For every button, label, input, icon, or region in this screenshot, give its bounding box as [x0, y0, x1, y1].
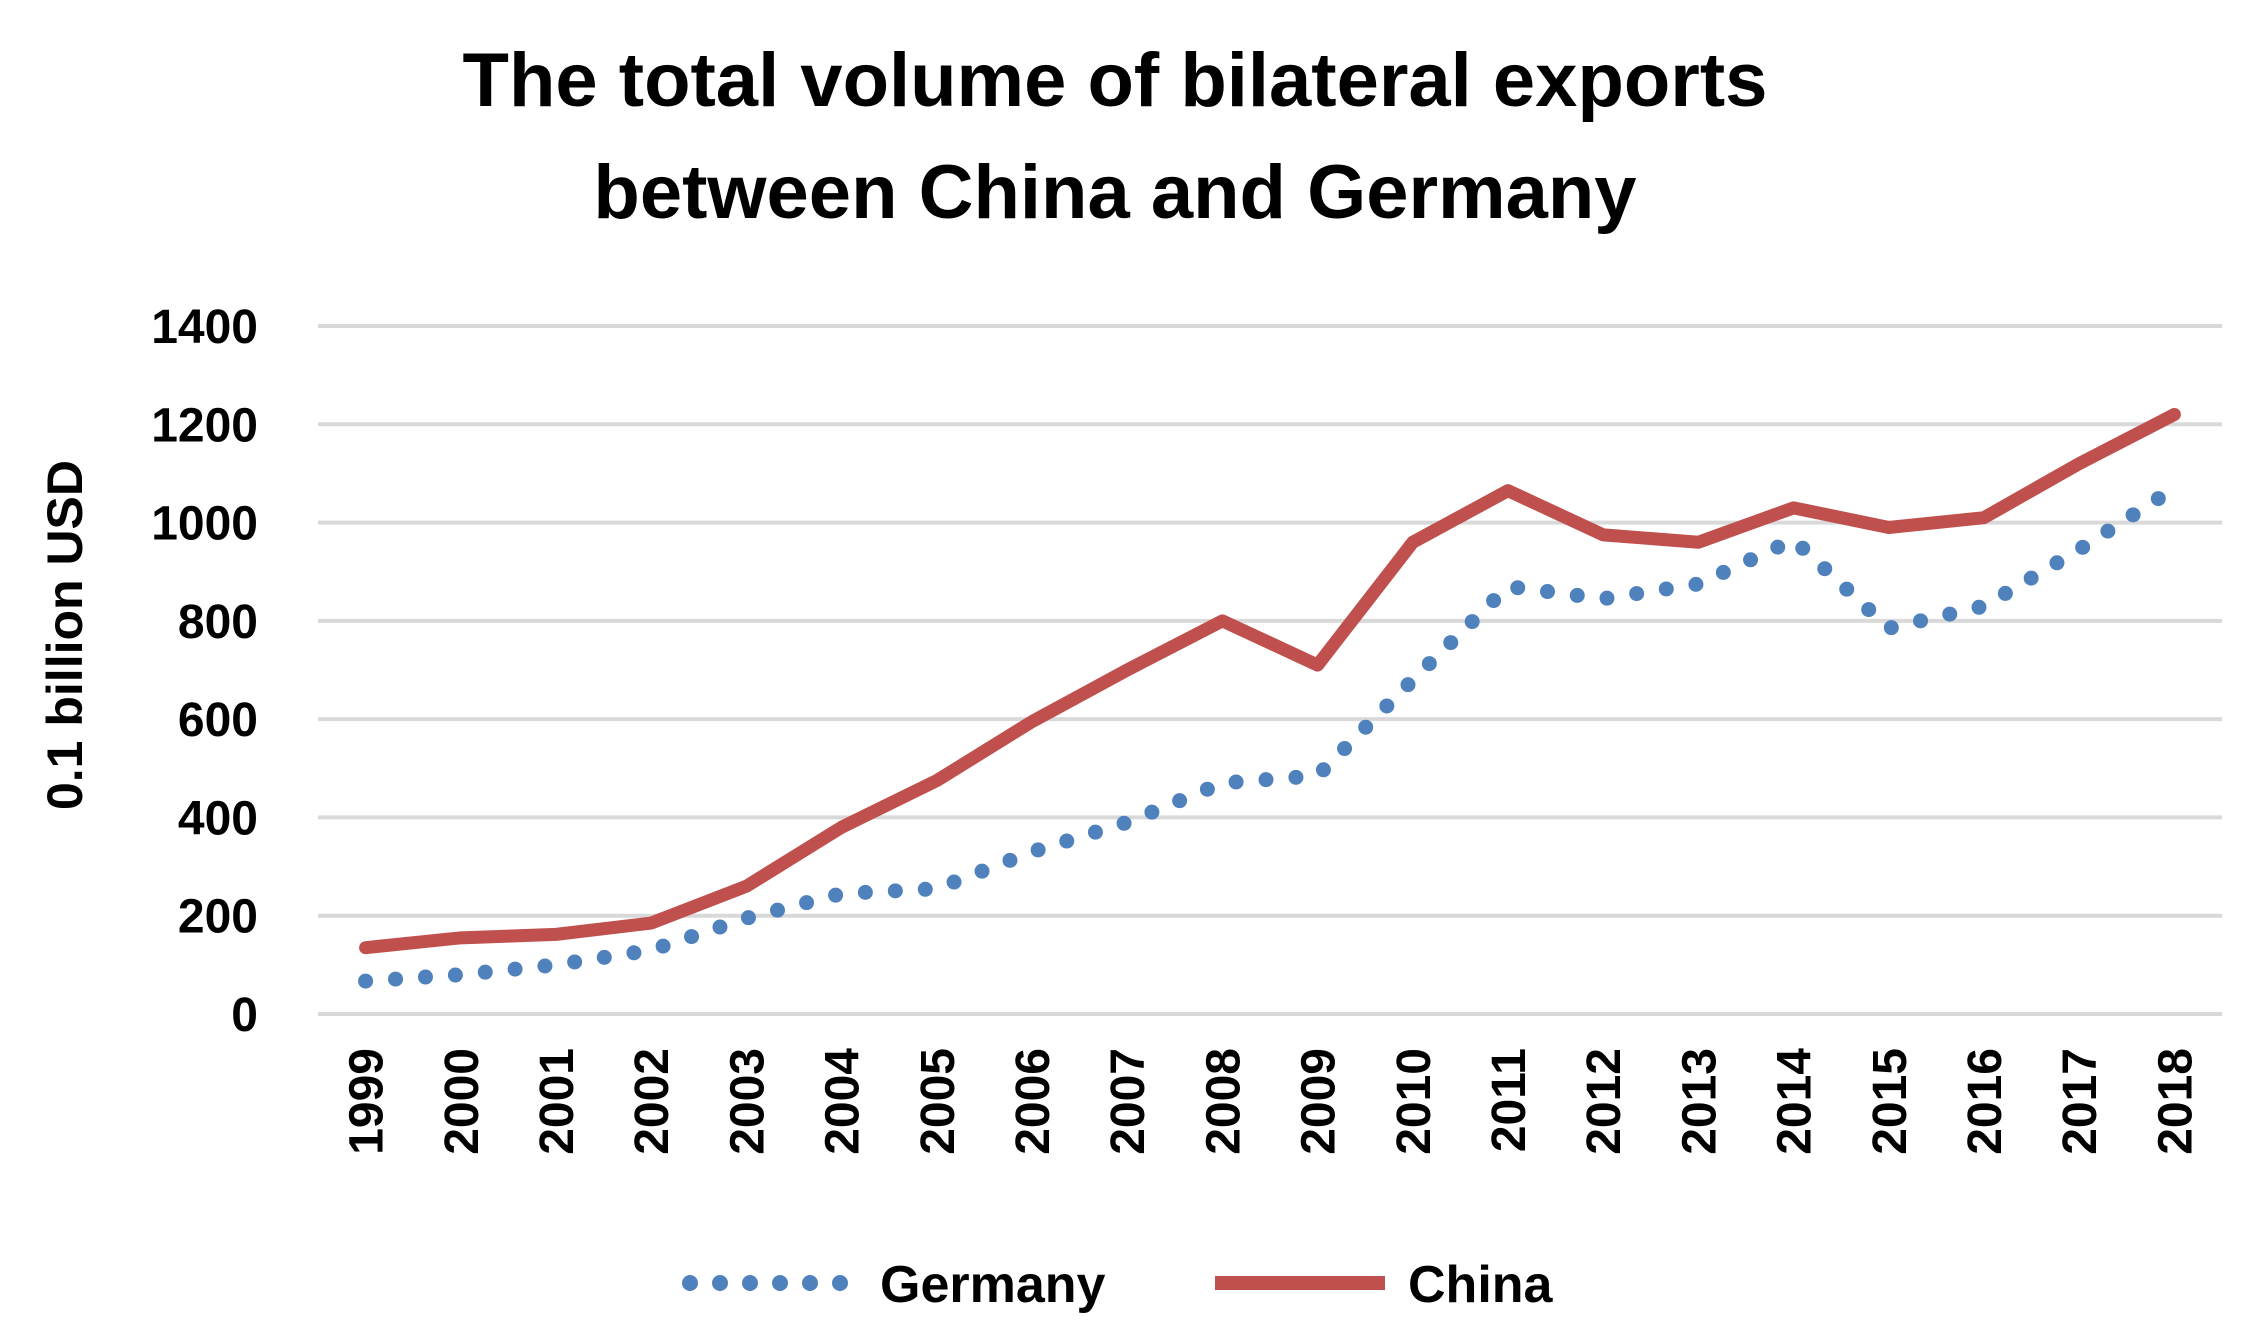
chart-title-line-2: between China and Germany [593, 150, 1636, 235]
x-tick-label: 2014 [1769, 1048, 1822, 1155]
series-germany-point-2014 [1793, 539, 1795, 541]
x-tick-label: 2000 [436, 1048, 489, 1155]
series-germany-point-2008 [1221, 782, 1223, 784]
x-axis-ticks: 1999 2000 2001 2002 2003 2004 2005 2006 2007 2008… [341, 1048, 2203, 1155]
x-tick-label: 2002 [626, 1048, 679, 1155]
y-tick-label: 800 [178, 596, 258, 649]
legend-germany-label: Germany [880, 1256, 1106, 1314]
x-tick-label: 2010 [1388, 1048, 1441, 1155]
y-tick-label: 1000 [151, 498, 258, 551]
y-axis-label: 0.1 billion USD [37, 460, 93, 810]
x-tick-label: 2005 [912, 1048, 965, 1155]
x-tick-label: 2004 [817, 1048, 870, 1155]
x-tick-label: 2001 [531, 1048, 584, 1155]
x-tick-label: 2016 [1959, 1048, 2012, 1155]
series-china-line [359, 407, 2181, 955]
y-tick-label: 1400 [151, 301, 258, 354]
x-tick-label: 2017 [2054, 1048, 2107, 1155]
series-germany-point-2002 [650, 949, 652, 951]
x-tick-label: 2011 [1483, 1048, 1536, 1152]
series-germany-point-2001 [555, 964, 557, 966]
y-tick-label: 1200 [151, 399, 258, 452]
x-tick-label: 2009 [1293, 1048, 1346, 1155]
legend-china-label: China [1408, 1256, 1554, 1314]
x-tick-label: 2018 [2149, 1048, 2202, 1155]
x-tick-label: 2006 [1007, 1048, 1060, 1155]
y-tick-label: 600 [178, 694, 258, 747]
chart-title-line-1: The total volume of bilateral exports [463, 38, 1768, 123]
x-tick-label: 2015 [1864, 1048, 1917, 1155]
x-tick-label: 2013 [1673, 1048, 1726, 1155]
x-tick-label: 1999 [341, 1048, 394, 1155]
series-germany-point-2011 [1507, 585, 1509, 587]
y-tick-label: 200 [178, 891, 258, 944]
x-tick-label: 2008 [1197, 1048, 1250, 1155]
series-germany-point-2018 [2173, 487, 2175, 489]
legend: Germany China [682, 1256, 1554, 1314]
y-axis-ticks: 0 200 400 600 800 1000 1200 1400 [151, 301, 258, 1042]
x-tick-label: 2012 [1578, 1048, 1631, 1155]
series-germany-line [358, 480, 2182, 989]
x-tick-label: 2007 [1102, 1048, 1155, 1155]
y-tick-label: 400 [178, 792, 258, 845]
x-tick-label: 2003 [721, 1048, 774, 1155]
y-tick-label: 0 [231, 989, 258, 1042]
series-layer [358, 407, 2182, 989]
series-germany-point-2005 [936, 888, 938, 890]
gridlines [318, 324, 2222, 1016]
